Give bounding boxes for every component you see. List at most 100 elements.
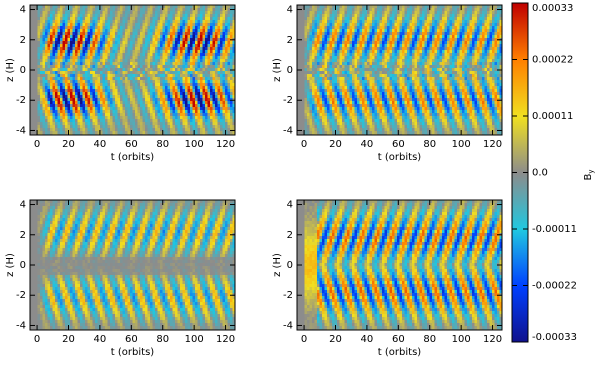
heatmap-cell [123, 104, 126, 107]
heatmap-cell [63, 119, 66, 122]
heatmap-cell [130, 32, 133, 35]
heatmap-cell [80, 29, 83, 32]
heatmap-cell [60, 74, 63, 77]
heatmap-cell [118, 80, 121, 83]
heatmap-cell [50, 8, 53, 11]
heatmap-cell [195, 11, 198, 14]
heatmap-cell [58, 119, 61, 122]
heatmap-cell [120, 44, 123, 47]
heatmap-cell [35, 77, 38, 80]
heatmap-cell [90, 26, 93, 29]
heatmap-cell [118, 98, 121, 101]
heatmap-cell [123, 62, 126, 65]
heatmap-cell [193, 26, 196, 29]
heatmap-cell [115, 77, 118, 80]
heatmap-cell [70, 125, 73, 128]
heatmap-cell [188, 53, 191, 56]
heatmap-cell [63, 50, 66, 53]
heatmap-cell [38, 125, 41, 128]
heatmap-cell [150, 116, 153, 119]
heatmap-cell [118, 38, 121, 41]
heatmap-cell [180, 74, 183, 77]
heatmap-cell [108, 92, 111, 95]
heatmap-cell [80, 110, 83, 113]
heatmap-cell [128, 23, 131, 26]
heatmap-cell [73, 35, 76, 38]
heatmap-cell [150, 77, 153, 80]
heatmap-cell [178, 56, 181, 59]
heatmap-cell [38, 98, 41, 101]
heatmap-cell [138, 47, 141, 50]
heatmap-cell [155, 74, 158, 77]
heatmap-cell [83, 44, 86, 47]
heatmap-cell [95, 122, 98, 125]
heatmap-cell [48, 56, 51, 59]
heatmap-cell [113, 89, 116, 92]
heatmap-cell [63, 116, 66, 119]
heatmap-cell [115, 107, 118, 110]
heatmap-cell [75, 68, 78, 71]
heatmap-cell [90, 20, 93, 23]
heatmap-cell [48, 32, 51, 35]
heatmap-cell [193, 50, 196, 53]
heatmap-cell [170, 32, 173, 35]
heatmap-cell [108, 107, 111, 110]
heatmap-cell [35, 47, 38, 50]
heatmap-cell [148, 32, 151, 35]
heatmap-cell [128, 14, 131, 17]
heatmap-cell [158, 44, 161, 47]
heatmap-cell [85, 122, 88, 125]
heatmap-cell [118, 11, 121, 14]
heatmap-cell [50, 80, 53, 83]
heatmap-cell [135, 113, 138, 116]
heatmap-cell [203, 44, 206, 47]
heatmap-cell [53, 83, 56, 86]
heatmap-cell [75, 113, 78, 116]
heatmap-cell [143, 80, 146, 83]
heatmap-cell [185, 74, 188, 77]
heatmap-cell [190, 56, 193, 59]
heatmap-cell [78, 101, 81, 104]
heatmap-cell [200, 110, 203, 113]
heatmap-cell [128, 71, 131, 74]
heatmap-cell [140, 14, 143, 17]
heatmap-cell [198, 80, 201, 83]
heatmap-cell [140, 53, 143, 56]
heatmap-cell [153, 59, 156, 62]
heatmap-cell [185, 56, 188, 59]
heatmap-cell [168, 98, 171, 101]
heatmap-cell [198, 116, 201, 119]
heatmap-cell [173, 71, 176, 74]
heatmap-cell [133, 41, 136, 44]
heatmap-cell [35, 59, 38, 62]
heatmap-cell [150, 95, 153, 98]
heatmap-cell [65, 53, 68, 56]
heatmap-cell [135, 71, 138, 74]
heatmap-cell [40, 71, 43, 74]
heatmap-cell [180, 44, 183, 47]
heatmap-cell [150, 68, 153, 71]
heatmap-cell [195, 74, 198, 77]
heatmap-cell [165, 122, 168, 125]
heatmap-cell [125, 44, 128, 47]
heatmap-cell [200, 23, 203, 26]
heatmap-cell [158, 104, 161, 107]
heatmap-cell [53, 50, 56, 53]
heatmap-cell [43, 71, 46, 74]
heatmap-cell [155, 59, 158, 62]
heatmap-cell [193, 59, 196, 62]
heatmap-cell [113, 119, 116, 122]
heatmap-cell [113, 23, 116, 26]
heatmap-cell [38, 47, 41, 50]
heatmap-cell [85, 95, 88, 98]
heatmap-cell [73, 38, 76, 41]
heatmap-cell [165, 65, 168, 68]
heatmap-cell [83, 92, 86, 95]
heatmap-cell [95, 11, 98, 14]
heatmap-cell [33, 41, 36, 44]
heatmap-cell [170, 104, 173, 107]
heatmap-cell [113, 62, 116, 65]
heatmap-cell [168, 56, 171, 59]
heatmap-cell [90, 83, 93, 86]
heatmap-cell [175, 59, 178, 62]
